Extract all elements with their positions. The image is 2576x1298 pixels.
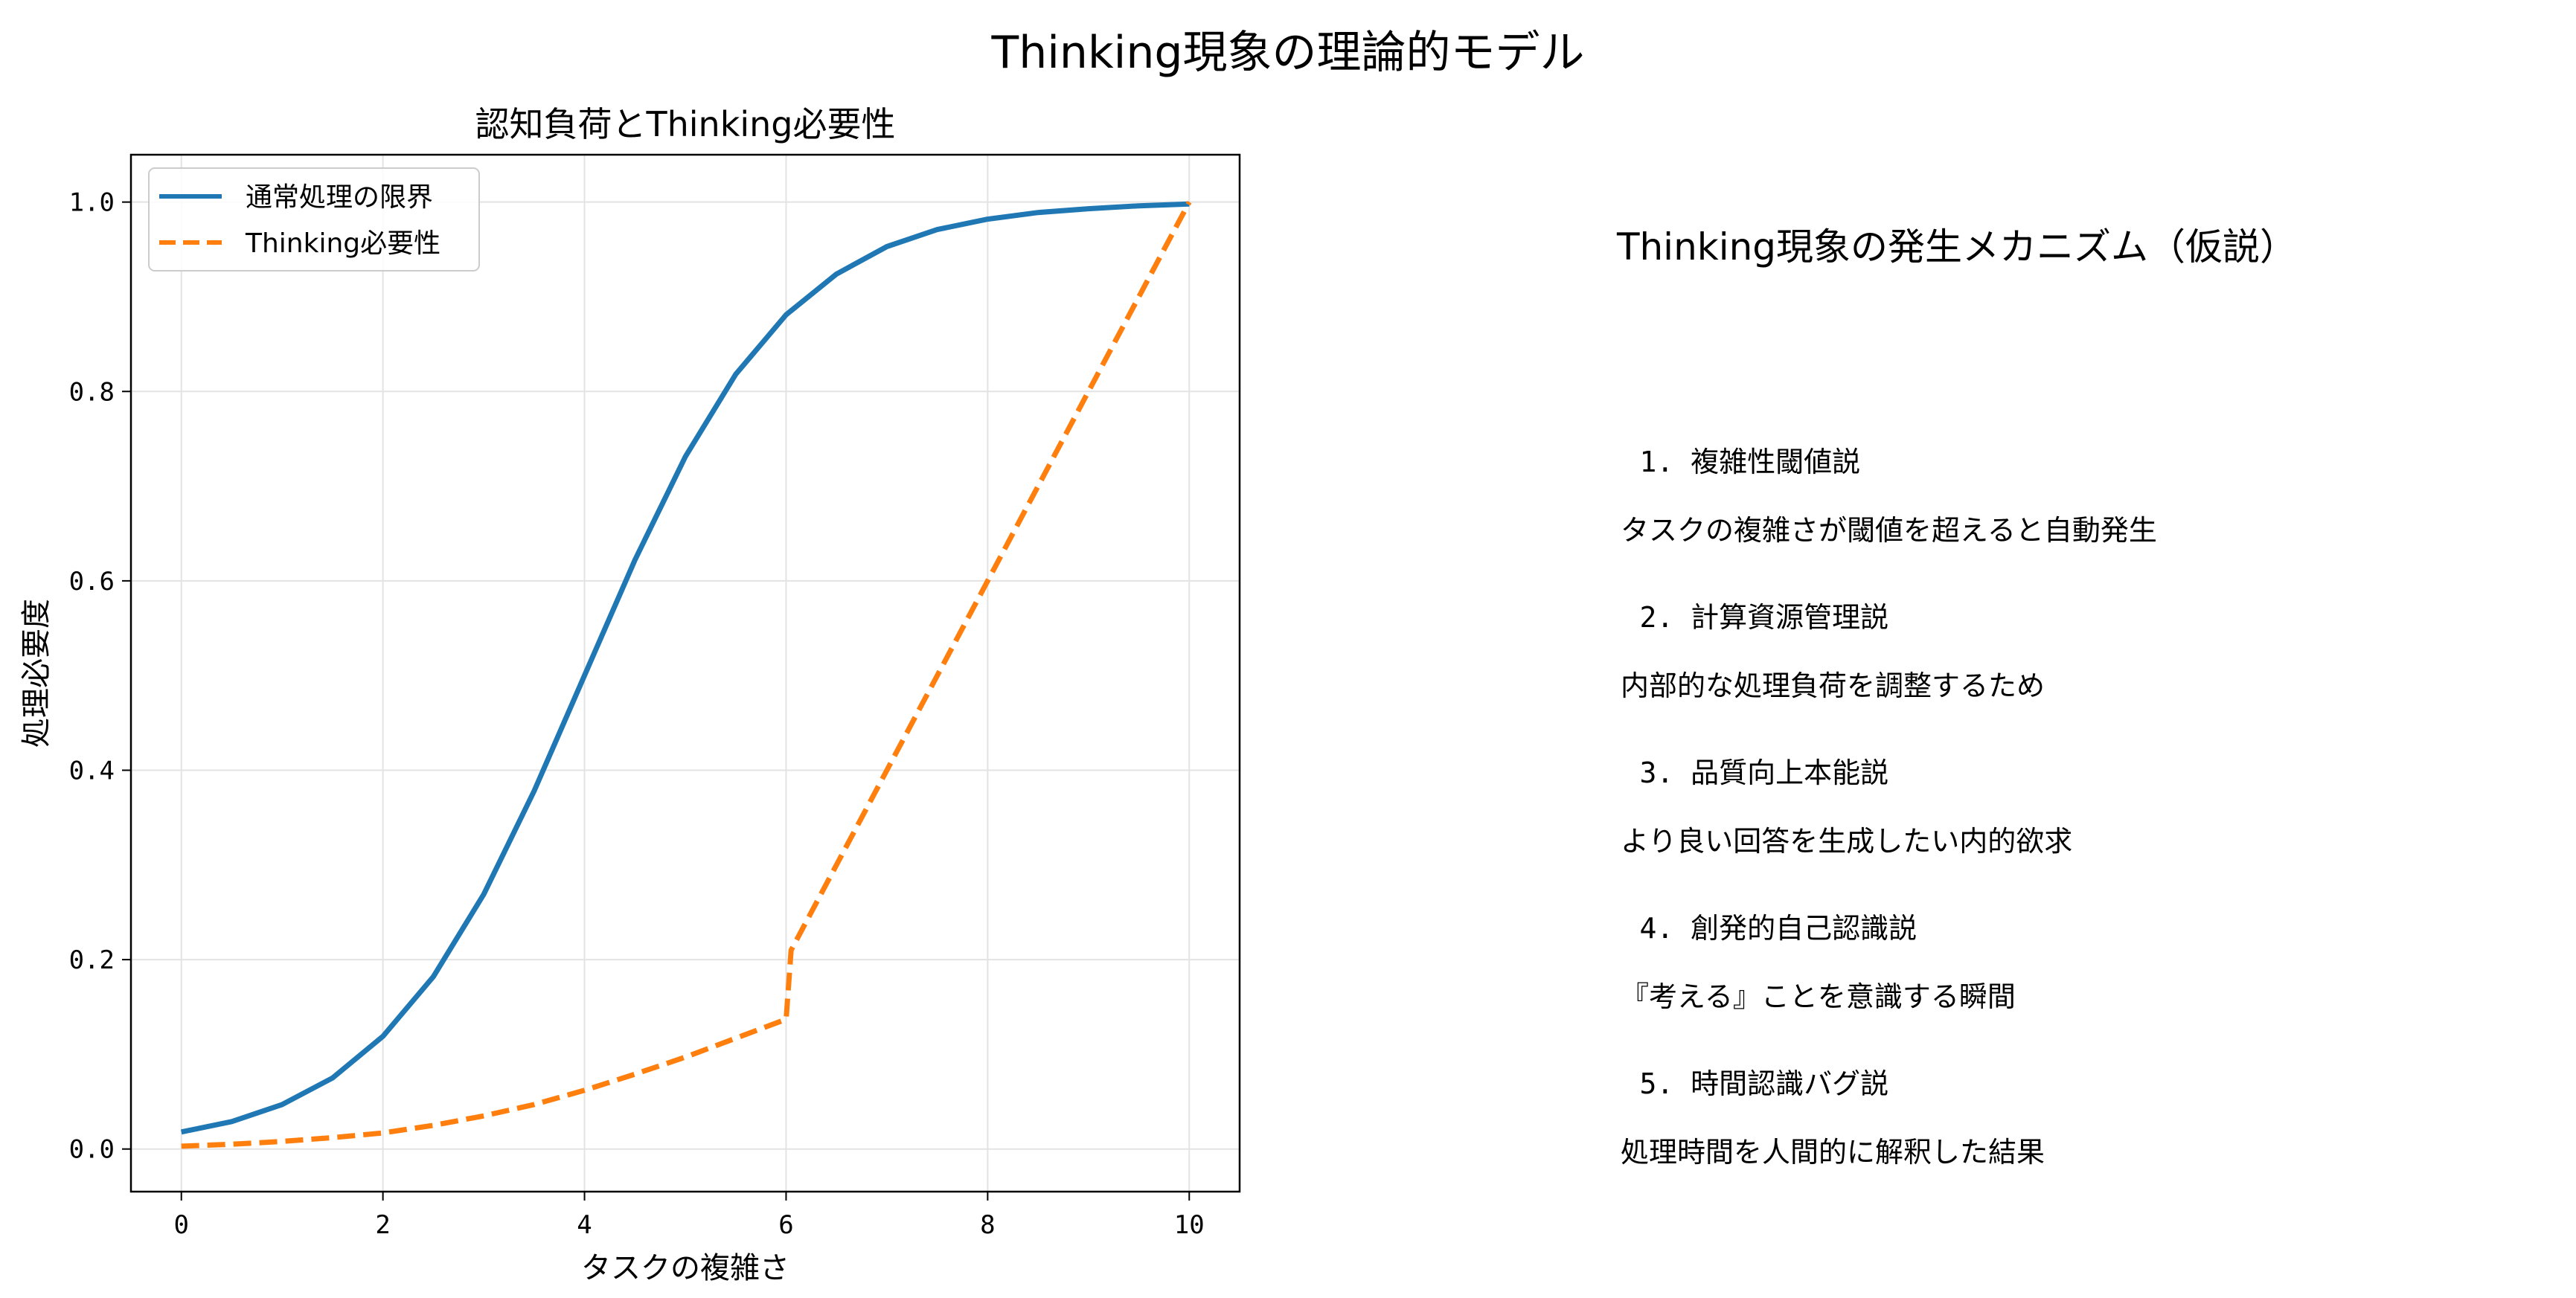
- y-tick-label: 0.0: [69, 1135, 115, 1165]
- hypothesis-item-2: 2. 計算資源管理説 内部的な処理負荷を調整するため: [1571, 566, 2045, 771]
- hypothesis-description: タスクの複雑さが閾値を超えると自動発生: [1621, 514, 2157, 547]
- grid: [131, 155, 1240, 1192]
- hypothesis-item-5: 5. 時間認識バグ説 処理時間を人間的に解釈した結果: [1571, 1032, 2045, 1238]
- hypothesis-heading: 1. 複雑性閾値説: [1639, 446, 1861, 478]
- legend: 通常処理の限界 Thinking必要性: [148, 167, 480, 272]
- hypotheses-title: Thinking現象の発生メカニズム（仮説）: [1616, 225, 2298, 269]
- hypothesis-description: 『考える』ことを意識する瞬間: [1621, 980, 2016, 1013]
- legend-label-normal-limit: 通常処理の限界: [246, 182, 433, 213]
- series-line-1: [180, 201, 1190, 1135]
- y-tick-label: 1.0: [69, 188, 115, 218]
- hypothesis-heading: 4. 創発的自己認識説: [1639, 912, 1917, 945]
- hypothesis-description: 処理時間を人間的に解釈した結果: [1621, 1136, 2045, 1169]
- line-chart: 0 2 4 6 8 10 0.0 0.2 0.4 0.6 0.8 1.0 認知負荷とThinking必…: [19, 104, 1241, 1285]
- x-tick-label: 2: [375, 1210, 390, 1240]
- hypothesis-item-1: 1. 複雑性閾値説 タスクの複雑さが閾値を超えると自動発生: [1571, 411, 2157, 616]
- series-layer: [180, 201, 1192, 1149]
- y-axis-label: 処理必要度: [19, 599, 54, 748]
- hypothesis-heading: 3. 品質向上本能説: [1639, 756, 1889, 789]
- y-tick-label: 0.4: [69, 756, 115, 785]
- x-tick-label: 8: [980, 1210, 995, 1240]
- axes-frame: [129, 153, 1241, 1193]
- x-tick-label: 0: [173, 1210, 188, 1240]
- x-tick-label: 4: [577, 1210, 592, 1240]
- legend-label-thinking-need: Thinking必要性: [245, 228, 440, 259]
- y-tick-label: 0.8: [69, 377, 115, 407]
- hypothesis-item-3: 3. 品質向上本能説 より良い回答を生成したい内的欲求: [1571, 722, 2072, 927]
- figure-title: Thinking現象の理論的モデル: [991, 27, 1585, 79]
- chart-title: 認知負荷とThinking必要性: [475, 104, 896, 144]
- hypothesis-heading: 5. 時間認識バグ説: [1639, 1067, 1889, 1100]
- x-axis-label: タスクの複雑さ: [581, 1251, 789, 1285]
- x-tick-label: 10: [1174, 1210, 1205, 1240]
- series-line-2: [181, 201, 1192, 1149]
- hypothesis-description: 内部的な処理負荷を調整するため: [1621, 669, 2045, 702]
- hypothesis-description: より良い回答を生成したい内的欲求: [1621, 825, 2073, 858]
- legend-frame: [148, 167, 480, 272]
- ticks: 0 2 4 6 8 10 0.0 0.2 0.4 0.6 0.8 1.0: [69, 188, 1205, 1240]
- hypothesis-item-4: 4. 創発的自己認識説 『考える』ことを意識する瞬間: [1571, 877, 2016, 1082]
- y-tick-label: 0.6: [69, 567, 115, 597]
- x-tick-label: 6: [778, 1210, 793, 1240]
- hypothesis-heading: 2. 計算資源管理説: [1639, 601, 1889, 634]
- y-tick-label: 0.2: [69, 945, 115, 975]
